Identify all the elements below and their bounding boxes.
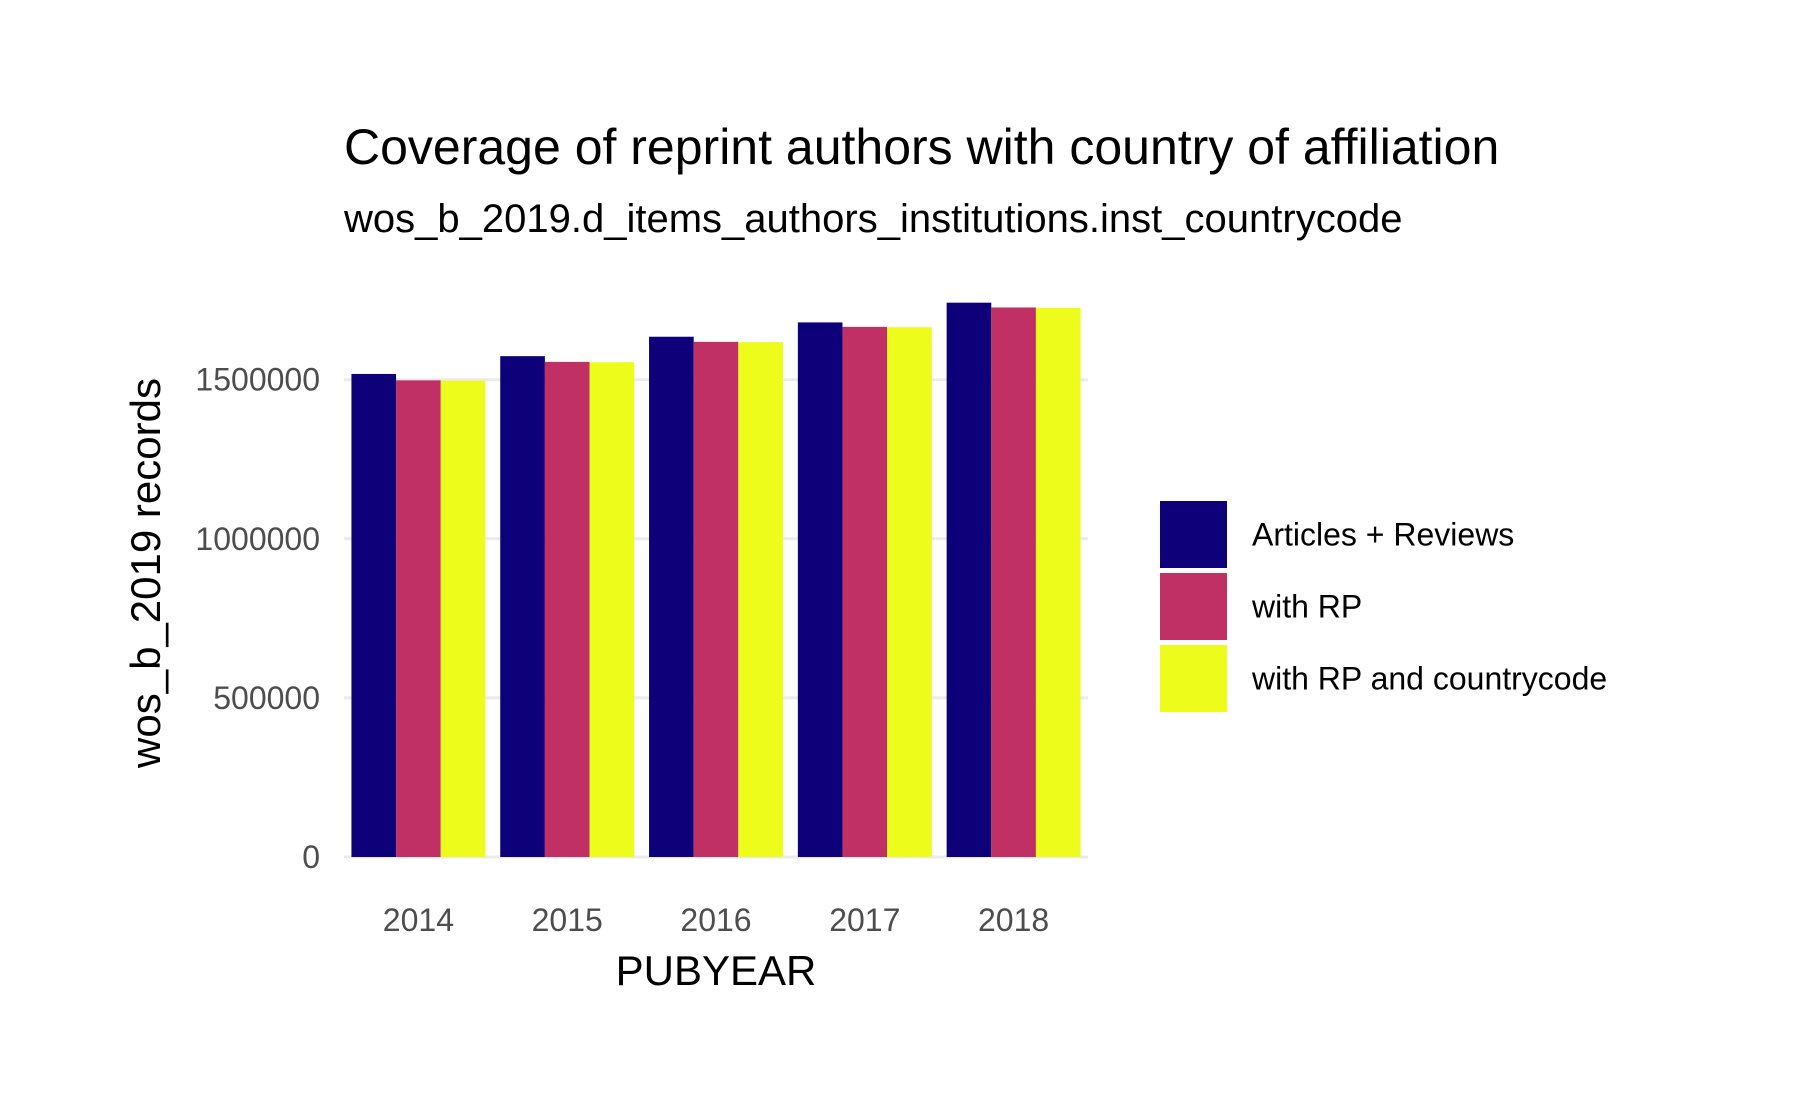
bar-2014-series-3 <box>440 380 486 857</box>
bar-2016-series-1 <box>649 336 694 858</box>
legend-key-series-2 <box>1160 573 1227 640</box>
y-tick-label: 0 <box>302 839 320 875</box>
y-tick-label: 500000 <box>213 680 320 716</box>
x-tick-label: 2016 <box>680 902 751 938</box>
bar-2014-series-2 <box>396 380 441 857</box>
bar-2017-series-3 <box>887 327 932 857</box>
bar-2017-series-2 <box>842 326 888 857</box>
legend-label-series-3: with RP and countrycode <box>1251 661 1607 697</box>
x-tick-label: 2014 <box>383 902 454 938</box>
legend-label-series-2: with RP <box>1251 589 1362 625</box>
bar-2015-series-3 <box>589 362 635 857</box>
bar-2016-series-2 <box>693 341 739 858</box>
y-tick-label: 1500000 <box>195 362 320 398</box>
y-tick-label: 1000000 <box>195 521 320 557</box>
bar-2018-series-2 <box>991 307 1036 857</box>
bar-2015-series-1 <box>500 356 545 857</box>
bar-2014-series-1 <box>351 373 397 857</box>
x-tick-label: 2017 <box>829 902 900 938</box>
x-tick-label: 2018 <box>978 902 1049 938</box>
x-axis-title: PUBYEAR <box>616 947 817 994</box>
legend: Articles + Reviews with RP with RP and cou… <box>1160 501 1607 712</box>
chart-subtitle: wos_b_2019.d_items_authors_institutions.… <box>343 197 1402 241</box>
legend-label-series-1: Articles + Reviews <box>1252 517 1514 553</box>
x-axis-ticks: 2014 2015 2016 2017 2018 <box>383 902 1049 938</box>
bar-2017-series-1 <box>797 322 843 857</box>
chart-title: Coverage of reprint authors with country… <box>344 119 1499 175</box>
bars <box>351 302 1081 858</box>
legend-key-series-3 <box>1160 645 1227 712</box>
x-tick-label: 2015 <box>532 902 603 938</box>
bar-2018-series-1 <box>946 302 992 858</box>
y-axis-title: wos_b_2019 records <box>122 378 169 769</box>
bar-2015-series-2 <box>544 361 590 857</box>
bar-2018-series-3 <box>1035 307 1081 858</box>
bar-2016-series-3 <box>738 342 783 857</box>
y-axis-ticks: 0 500000 1000000 1500000 <box>195 362 320 875</box>
legend-key-series-1 <box>1160 501 1227 568</box>
